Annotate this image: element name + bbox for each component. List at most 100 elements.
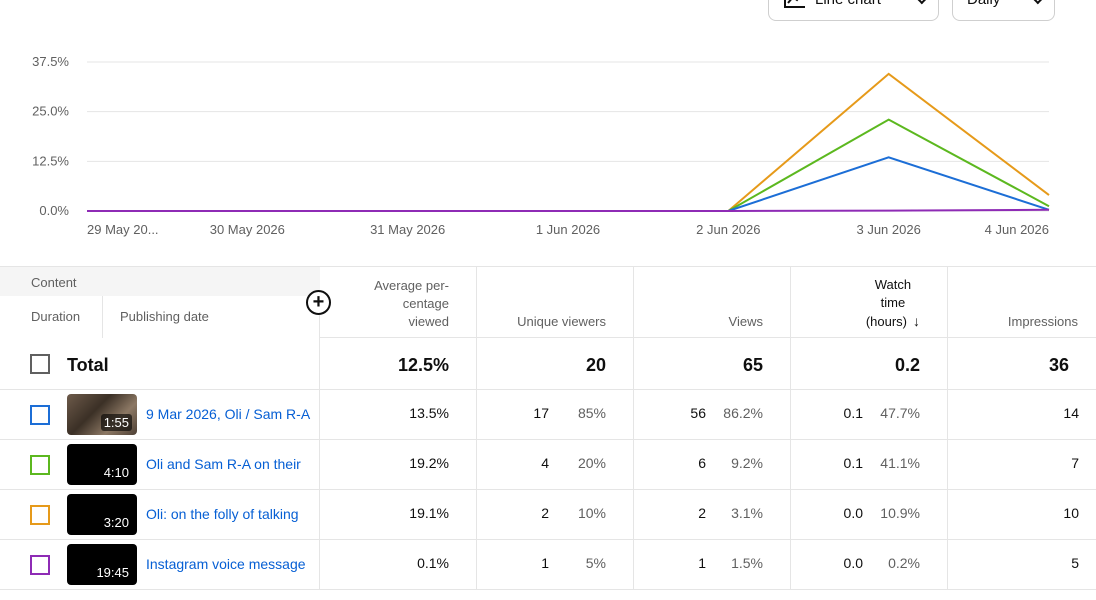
views-value: 2 — [698, 505, 706, 521]
video-thumbnail[interactable]: 3:20 — [67, 494, 137, 535]
total-views: 65 — [742, 355, 763, 375]
x-tick-label: 30 May 2026 — [210, 222, 285, 237]
unique-viewers-value: 1 — [541, 555, 549, 571]
x-tick-label: 3 Jun 2026 — [856, 222, 920, 237]
impressions-value: 10 — [1063, 505, 1079, 521]
unique-viewers-pct: 5% — [585, 555, 606, 571]
x-tick-label: 29 May 20... — [87, 222, 159, 237]
unique-viewers-cell: 17 85% — [477, 390, 634, 439]
avg-pct-label-2: centage — [402, 296, 449, 311]
unique-viewers-pct: 85% — [577, 405, 606, 421]
watch-time-pct: 41.1% — [880, 455, 920, 471]
video-duration: 3:20 — [100, 514, 132, 531]
total-checkbox[interactable] — [30, 354, 50, 374]
chart-type-dropdown[interactable]: Line chart — [768, 0, 939, 21]
video-duration: 1:55 — [100, 414, 132, 431]
watch-time-value: 0.0 — [843, 505, 863, 521]
video-duration: 19:45 — [93, 564, 132, 581]
views-cell: 6 9.2% — [634, 440, 791, 489]
x-tick-label: 1 Jun 2026 — [536, 222, 600, 237]
watch-time-pct: 10.9% — [880, 505, 920, 521]
row-checkbox[interactable] — [30, 455, 50, 475]
unique-viewers-value: 2 — [541, 505, 549, 521]
watch-time-cell: 0.1 41.1% — [791, 440, 948, 489]
impressions-label: Impressions — [1007, 314, 1078, 329]
avg-pct-label-3: viewed — [408, 314, 449, 329]
video-title-link[interactable]: 9 Mar 2026, Oli / Sam R-A — [146, 406, 311, 422]
total-watch-time: 0.2 — [894, 355, 920, 375]
avg-pct-value: 19.1% — [409, 505, 449, 521]
sort-descending-icon[interactable]: ↓ — [913, 313, 920, 329]
video-thumbnail[interactable]: 19:45 — [67, 544, 137, 585]
unique-viewers-value: 4 — [541, 455, 549, 471]
total-avg-pct: 12.5% — [397, 355, 449, 375]
total-unique-viewers: 20 — [585, 355, 606, 375]
total-avg-pct-cell: 12.5% — [320, 338, 477, 389]
table-row: 1:55 9 Mar 2026, Oli / Sam R-A 13.5% 17 85% 5… — [0, 390, 1096, 440]
watch-time-header[interactable]: Watch time (hours) ↓ — [791, 267, 948, 339]
y-tick-label: 12.5% — [32, 153, 69, 168]
series-line-3 — [87, 208, 1050, 212]
unique-viewers-cell: 1 5% — [477, 540, 634, 589]
avg-pct-value: 13.5% — [409, 405, 449, 421]
views-pct: 1.5% — [731, 555, 763, 571]
total-watch-time-cell: 0.2 — [791, 338, 948, 389]
row-checkbox[interactable] — [30, 505, 50, 525]
unique-viewers-cell: 4 20% — [477, 440, 634, 489]
watch-time-cell: 0.1 47.7% — [791, 390, 948, 439]
total-row: Total 12.5% 20 65 0.2 36 — [0, 338, 1096, 390]
y-tick-label: 0.0% — [39, 203, 69, 218]
table-row: 19:45 Instagram voice message 0.1% 1 5% 1 1.5%… — [0, 540, 1096, 590]
chart-type-label: Line chart — [815, 0, 881, 8]
avg-pct-cell: 19.1% — [320, 490, 477, 539]
views-label: Views — [728, 314, 763, 329]
unique-viewers-header[interactable]: Unique viewers — [477, 267, 634, 339]
unique-viewers-pct: 20% — [577, 455, 606, 471]
views-header[interactable]: Views — [634, 267, 791, 339]
views-value: 6 — [698, 455, 706, 471]
impressions-cell: 5 — [948, 540, 1096, 589]
views-value: 1 — [698, 555, 706, 571]
video-title-link[interactable]: Oli: on the folly of talking — [146, 506, 299, 522]
table-header: Content Duration Publishing date + Avera… — [0, 266, 1096, 339]
total-impressions: 36 — [1048, 355, 1069, 375]
avg-pct-cell: 13.5% — [320, 390, 477, 439]
row-checkbox[interactable] — [30, 555, 50, 575]
series-line-2 — [87, 156, 1050, 212]
video-title-link[interactable]: Oli and Sam R-A on their — [146, 456, 301, 472]
watch-label-3: (hours) — [865, 314, 907, 329]
add-column-icon[interactable]: + — [306, 290, 331, 315]
period-dropdown[interactable]: Daily — [952, 0, 1055, 21]
views-pct: 86.2% — [723, 405, 763, 421]
total-unique-viewers-cell: 20 — [477, 338, 634, 389]
views-value: 56 — [690, 405, 706, 421]
x-tick-label: 4 Jun 2026 — [985, 222, 1049, 237]
watch-time-cell: 0.0 0.2% — [791, 540, 948, 589]
impressions-cell: 14 — [948, 390, 1096, 439]
content-table: Content Duration Publishing date + Avera… — [0, 266, 1096, 590]
content-cell: 1:55 9 Mar 2026, Oli / Sam R-A — [0, 390, 320, 439]
publishing-date-column-header[interactable]: Publishing date — [103, 296, 319, 338]
duration-column-header[interactable]: Duration — [0, 296, 103, 338]
x-tick-label: 31 May 2026 — [370, 222, 445, 237]
content-cell: 3:20 Oli: on the folly of talking — [0, 490, 320, 539]
series-line-1 — [87, 118, 1050, 212]
row-checkbox[interactable] — [30, 405, 50, 425]
video-thumbnail[interactable]: 1:55 — [67, 394, 137, 435]
avg-pct-value: 19.2% — [409, 455, 449, 471]
video-thumbnail[interactable]: 4:10 — [67, 444, 137, 485]
unique-viewers-value: 17 — [533, 405, 549, 421]
watch-label-2: time — [880, 295, 906, 310]
content-column-label: Content — [0, 267, 320, 296]
video-title-link[interactable]: Instagram voice message — [146, 556, 306, 572]
views-cell: 2 3.1% — [634, 490, 791, 539]
impressions-value: 5 — [1071, 555, 1079, 571]
unique-viewers-pct: 10% — [577, 505, 606, 521]
impressions-header[interactable]: Impressions — [948, 267, 1096, 339]
views-pct: 9.2% — [731, 455, 763, 471]
impressions-value: 14 — [1063, 405, 1079, 421]
views-cell: 56 86.2% — [634, 390, 791, 439]
unique-viewers-cell: 2 10% — [477, 490, 634, 539]
content-header: Content Duration Publishing date — [0, 267, 320, 339]
avg-percentage-viewed-header[interactable]: Average per-centage viewed — [320, 267, 477, 339]
